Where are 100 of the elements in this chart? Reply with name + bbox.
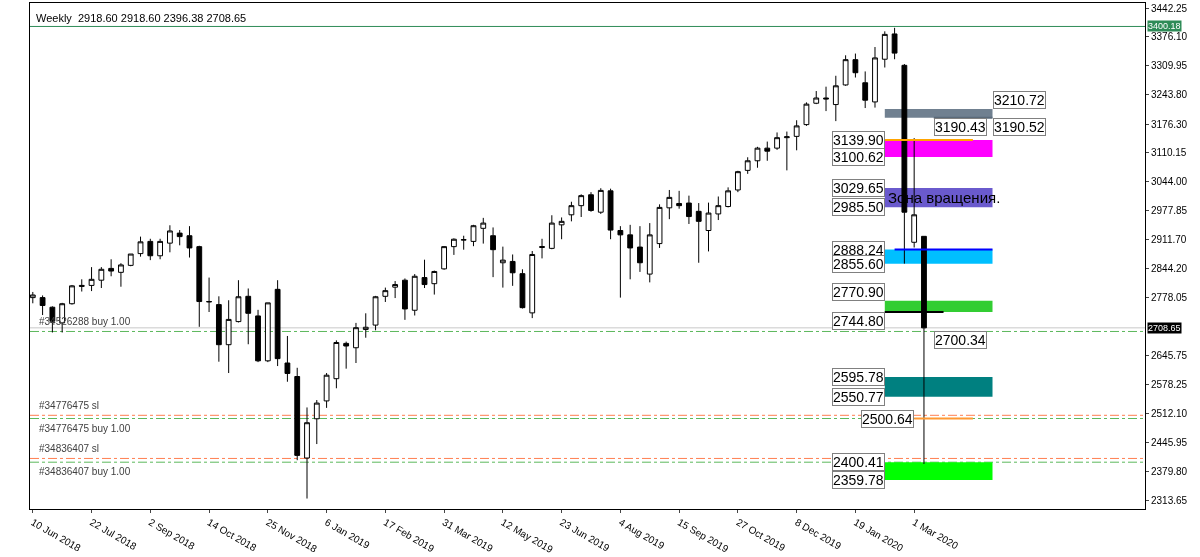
candlestick bbox=[186, 225, 193, 259]
y-tick-label: 2911.70 bbox=[1151, 233, 1187, 245]
candlestick bbox=[578, 193, 585, 218]
candlestick bbox=[372, 295, 379, 331]
annotation: 2855.60 bbox=[833, 256, 884, 272]
candlestick bbox=[637, 225, 643, 273]
candlestick bbox=[441, 245, 447, 271]
candlestick bbox=[118, 262, 124, 288]
ref-line-label: 3400.18 bbox=[1148, 21, 1181, 31]
candlestick bbox=[852, 53, 859, 79]
candlestick bbox=[362, 312, 369, 339]
candlestick bbox=[627, 224, 634, 280]
x-tick-label: 19 Jan 2020 bbox=[851, 516, 906, 554]
ref-line-label: 2708.65 bbox=[1148, 323, 1181, 333]
annotation: 2888.24 bbox=[833, 242, 884, 258]
x-tick-label: 17 Feb 2019 bbox=[381, 516, 437, 555]
candlestick bbox=[353, 322, 359, 364]
candlestick bbox=[69, 284, 75, 306]
candlestick bbox=[832, 75, 839, 122]
candlestick bbox=[705, 202, 712, 252]
ref-line-label: #34776475 sl bbox=[39, 400, 100, 411]
y-tick-label: 2379.80 bbox=[1151, 465, 1188, 477]
annotation: 3190.52 bbox=[994, 119, 1045, 135]
candlestick bbox=[813, 90, 820, 105]
candlestick bbox=[167, 224, 173, 253]
candlestick bbox=[842, 54, 849, 87]
candlestick bbox=[695, 202, 702, 264]
y-tick-label: 3044.00 bbox=[1151, 176, 1188, 188]
candlestick bbox=[255, 309, 261, 363]
y-tick-label: 2578.25 bbox=[1151, 379, 1188, 391]
ref-line-label: #34836407 sl bbox=[39, 443, 100, 454]
candlestick bbox=[891, 27, 898, 60]
candlestick bbox=[88, 266, 95, 292]
candlestick bbox=[558, 216, 565, 240]
candlestick bbox=[333, 339, 340, 389]
x-tick-label: 2 Sep 2018 bbox=[146, 516, 197, 552]
candlestick bbox=[343, 341, 350, 370]
candlestick bbox=[568, 201, 575, 222]
x-tick-label: 12 May 2019 bbox=[499, 516, 556, 556]
x-tick-label: 25 Nov 2018 bbox=[264, 516, 320, 555]
annotation: 2985.50 bbox=[833, 199, 884, 215]
candlestick bbox=[823, 86, 829, 112]
annotation: 3190.43 bbox=[935, 119, 986, 135]
candlestick bbox=[607, 188, 614, 240]
candlestick bbox=[235, 279, 242, 323]
y-tick-label: 2313.65 bbox=[1151, 494, 1188, 506]
candlestick bbox=[402, 277, 408, 321]
y-tick-label: 2645.75 bbox=[1151, 349, 1188, 361]
candlestick bbox=[108, 258, 115, 277]
candlestick bbox=[147, 238, 154, 261]
candlestick bbox=[499, 246, 506, 289]
candlestick bbox=[715, 196, 722, 221]
candlestick bbox=[490, 226, 496, 278]
candlestick bbox=[725, 186, 731, 208]
candlestick bbox=[803, 101, 810, 127]
candlestick bbox=[597, 187, 604, 215]
candlestick bbox=[676, 190, 683, 210]
candlestick bbox=[793, 119, 800, 151]
y-tick-label: 3243.80 bbox=[1151, 89, 1188, 101]
annotation: 3139.90 bbox=[833, 132, 884, 148]
x-tick-label: 6 Jan 2019 bbox=[323, 516, 372, 552]
candlestick bbox=[304, 406, 310, 500]
candlestick bbox=[686, 195, 692, 225]
candlestick bbox=[646, 222, 653, 283]
annotation: 2400.41 bbox=[833, 454, 884, 470]
candlestick bbox=[323, 372, 330, 409]
candlestick bbox=[78, 278, 85, 293]
ref-line-label: #34836407 buy 1.00 bbox=[39, 466, 131, 477]
text: Weekly 2918.60 2918.60 2396.38 2708.65 bbox=[36, 11, 247, 24]
x-tick-label: 4 Aug 2019 bbox=[616, 516, 667, 552]
candlestick bbox=[382, 287, 389, 303]
y-tick-label: 3110.15 bbox=[1151, 147, 1187, 159]
y-tick-label: 3176.30 bbox=[1151, 118, 1188, 130]
annotation: 3100.62 bbox=[833, 149, 884, 165]
annotation: 3210.72 bbox=[994, 92, 1045, 108]
candlestick bbox=[274, 279, 281, 367]
candlestick bbox=[157, 238, 164, 260]
candlestick bbox=[862, 70, 869, 109]
y-tick-label: 3309.95 bbox=[1151, 60, 1188, 72]
y-tick-label: 2977.85 bbox=[1151, 205, 1188, 217]
candlestick bbox=[754, 146, 761, 169]
candlestick bbox=[744, 156, 751, 175]
candlestick bbox=[666, 189, 673, 220]
candlestick bbox=[39, 294, 46, 316]
annotation: 3029.65 bbox=[833, 180, 884, 196]
candlestick bbox=[774, 131, 780, 151]
candlestick bbox=[548, 214, 555, 250]
annotation: 2500.64 bbox=[862, 411, 913, 427]
y-tick-label: 2512.10 bbox=[1151, 408, 1188, 420]
x-tick-label: 15 Sep 2019 bbox=[675, 516, 731, 555]
x-tick-label: 27 Oct 2019 bbox=[734, 516, 788, 554]
y-tick-label: 2445.95 bbox=[1151, 436, 1188, 448]
candlestick bbox=[588, 191, 594, 213]
y-tick-label: 2778.05 bbox=[1151, 292, 1188, 304]
y-tick-label: 3442.25 bbox=[1151, 2, 1188, 14]
candlestick bbox=[421, 259, 428, 289]
candlestick bbox=[215, 295, 222, 363]
annotation: 2359.78 bbox=[833, 472, 884, 488]
x-tick-label: 22 Jul 2018 bbox=[88, 516, 139, 553]
candlestick bbox=[470, 224, 477, 247]
